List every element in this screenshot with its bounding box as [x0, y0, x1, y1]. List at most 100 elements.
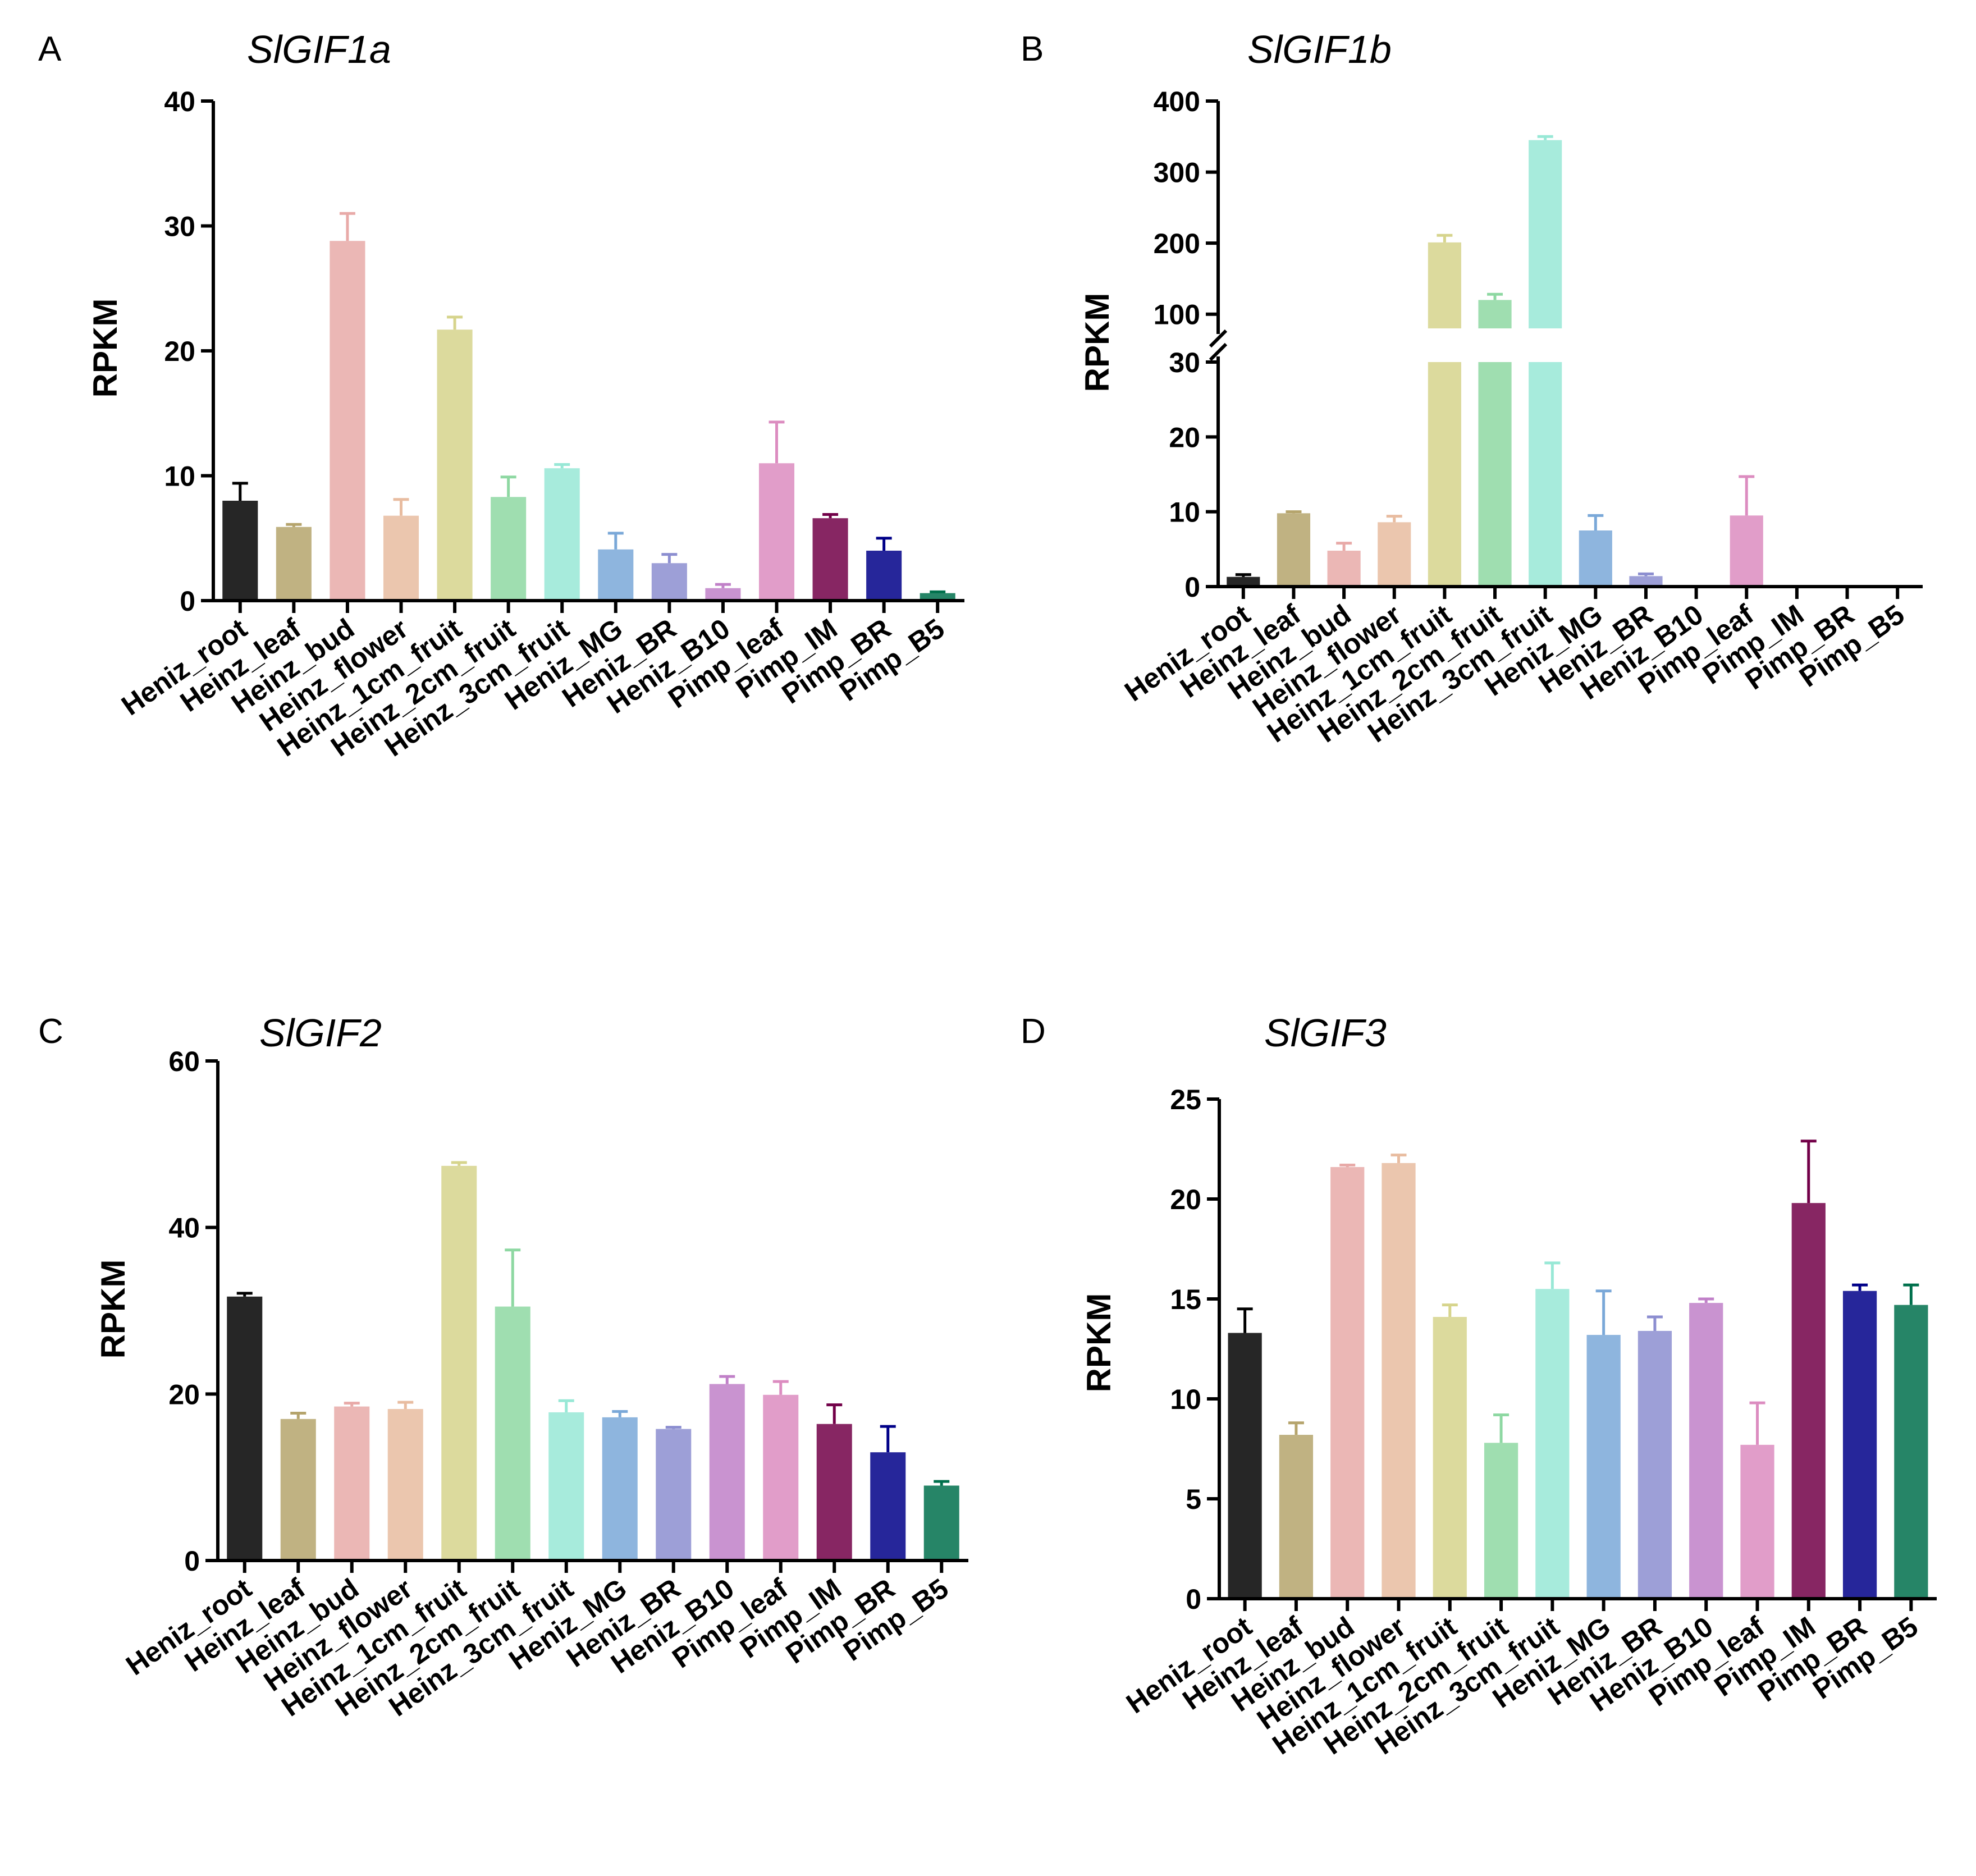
- bar: [548, 1412, 584, 1561]
- bar: [705, 588, 741, 601]
- bar: [330, 241, 365, 601]
- bar: [1586, 1335, 1621, 1599]
- y-tick-label: 30: [1169, 347, 1200, 378]
- y-tick-label: 0: [180, 585, 195, 617]
- plot-area: Heniz_rootHeinz_leafHeinz_budHeinz_flowe…: [1120, 1084, 1937, 1761]
- panel-c: C SlGIF2 RPKM Heniz_rootHeinz_leafHeinz_…: [38, 1011, 968, 1723]
- bar: [656, 1429, 692, 1561]
- bar: [598, 549, 634, 601]
- bar: [812, 518, 848, 601]
- y-tick-label: 20: [1169, 422, 1200, 453]
- bar: [1740, 1444, 1774, 1599]
- panel-letter: B: [1021, 30, 1044, 68]
- bar: [222, 501, 258, 601]
- bar: [763, 1394, 799, 1561]
- y-tick-label: 40: [168, 1212, 200, 1244]
- bar: [383, 515, 419, 601]
- y-tick-label: 300: [1154, 157, 1200, 189]
- chart-title: SlGIF1b: [1247, 28, 1392, 71]
- panel-a: A SlGIF1a RPKM Heniz_rootHeinz_leafHeinz…: [38, 28, 964, 763]
- bar: [276, 527, 312, 601]
- y-tick-label: 0: [1186, 1584, 1201, 1615]
- plot-area: Heniz_rootHeinz_leafHeinz_budHeinz_flowe…: [120, 1046, 968, 1723]
- y-tick-label: 60: [168, 1046, 200, 1077]
- y-tick-label: 5: [1186, 1484, 1201, 1515]
- y-tick-label: 20: [1170, 1184, 1201, 1215]
- bar: [1279, 1435, 1314, 1599]
- y-tick-label: 100: [1154, 299, 1200, 331]
- plot-area: Heniz_rootHeinz_leafHeinz_budHeinz_flowe…: [1119, 86, 1923, 749]
- bar: [1428, 362, 1461, 587]
- axis-break-mark: [1209, 329, 1228, 348]
- bar: [491, 497, 527, 601]
- bar: [1484, 1443, 1518, 1599]
- bar: [1529, 362, 1562, 587]
- panel-letter: D: [1021, 1012, 1046, 1051]
- panel-letter: A: [38, 30, 62, 68]
- bar: [816, 1424, 852, 1561]
- bar: [709, 1384, 745, 1561]
- y-tick-label: 0: [1184, 571, 1200, 603]
- bar: [1529, 140, 1562, 328]
- chart-title: SlGIF1a: [247, 28, 391, 71]
- panel-b: B SlGIF1b RPKM Heniz_rootHeinz_leafHeinz…: [1021, 28, 1923, 749]
- panel-letter: C: [38, 1012, 63, 1051]
- bar: [1428, 242, 1461, 328]
- bar: [1730, 515, 1763, 587]
- bar: [544, 468, 580, 601]
- bar: [437, 330, 473, 601]
- bar: [758, 463, 795, 601]
- bar: [334, 1406, 370, 1561]
- y-tick-label: 10: [1170, 1384, 1201, 1415]
- bar: [1478, 362, 1512, 587]
- y-tick-label: 10: [1169, 497, 1200, 528]
- y-tick-label: 20: [168, 1379, 200, 1410]
- bar: [923, 1485, 959, 1561]
- bar: [602, 1417, 638, 1561]
- bar: [870, 1452, 906, 1561]
- bar: [1330, 1167, 1365, 1599]
- y-tick-label: 30: [164, 211, 195, 242]
- bar: [227, 1296, 263, 1561]
- bar: [387, 1409, 423, 1561]
- bar: [1228, 1333, 1262, 1599]
- bar: [1689, 1303, 1723, 1599]
- plot-area: Heniz_rootHeinz_leafHeinz_budHeinz_flowe…: [116, 86, 964, 763]
- bar: [1629, 576, 1663, 587]
- chart-title: SlGIF3: [1264, 1011, 1387, 1055]
- bar: [1327, 551, 1361, 587]
- bar: [1378, 522, 1411, 587]
- panel-d: D SlGIF3 RPKM Heniz_rootHeinz_leafHeinz_…: [1021, 1011, 1937, 1761]
- bar: [1535, 1289, 1570, 1599]
- bar: [441, 1165, 477, 1561]
- y-tick-label: 400: [1154, 86, 1200, 117]
- bar: [1478, 300, 1512, 328]
- y-tick-label: 25: [1170, 1084, 1201, 1115]
- chart-title: SlGIF2: [259, 1011, 382, 1055]
- bar: [1791, 1203, 1826, 1599]
- bar: [1433, 1317, 1467, 1599]
- bar: [1842, 1291, 1877, 1599]
- y-tick-label: 10: [164, 461, 195, 492]
- y-tick-label: 40: [164, 86, 195, 117]
- bar: [1227, 576, 1260, 587]
- bar: [1382, 1163, 1416, 1599]
- bar: [651, 563, 687, 601]
- bar: [866, 551, 902, 601]
- bar: [280, 1419, 316, 1561]
- y-axis-title: RPKM: [1078, 293, 1116, 392]
- axis-break-mark: [1209, 342, 1228, 362]
- y-tick-label: 20: [164, 336, 195, 367]
- bar: [1637, 1330, 1672, 1599]
- bar: [495, 1306, 530, 1561]
- bar: [1579, 530, 1612, 587]
- bar: [1277, 513, 1311, 587]
- bar: [920, 593, 955, 601]
- y-axis-title: RPKM: [1080, 1293, 1118, 1393]
- bar: [1894, 1305, 1928, 1599]
- y-tick-label: 0: [184, 1545, 200, 1577]
- y-tick-label: 200: [1154, 228, 1200, 259]
- y-axis-title: RPKM: [86, 299, 124, 398]
- y-tick-label: 15: [1170, 1284, 1201, 1315]
